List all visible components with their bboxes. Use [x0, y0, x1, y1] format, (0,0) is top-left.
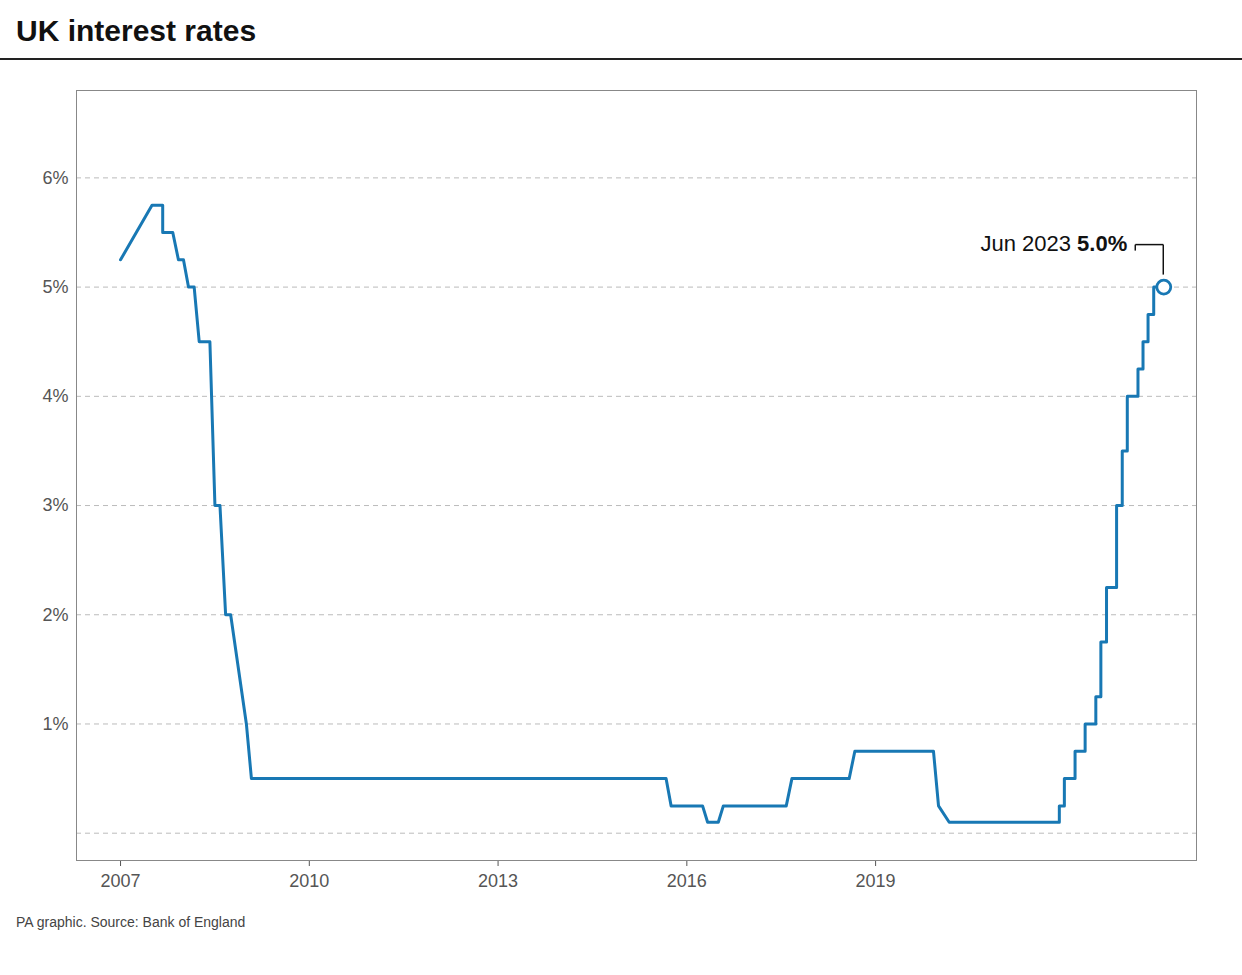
svg-text:3%: 3% [42, 495, 68, 515]
svg-text:2%: 2% [42, 605, 68, 625]
svg-text:2016: 2016 [667, 871, 707, 891]
svg-text:1%: 1% [42, 714, 68, 734]
svg-text:2013: 2013 [478, 871, 518, 891]
svg-text:Jun 2023 5.0%: Jun 2023 5.0% [980, 230, 1127, 255]
svg-text:5%: 5% [42, 277, 68, 297]
html-text:UK interest rates: UK interest rates [16, 14, 257, 47]
svg-text:2007: 2007 [101, 871, 141, 891]
svg-text:6%: 6% [42, 168, 68, 188]
svg-text:2010: 2010 [289, 871, 329, 891]
html-text:PA graphic. Source: Bank of En: PA graphic. Source: Bank of England [16, 914, 246, 930]
svg-text:4%: 4% [42, 386, 68, 406]
svg-text:2019: 2019 [856, 871, 896, 891]
